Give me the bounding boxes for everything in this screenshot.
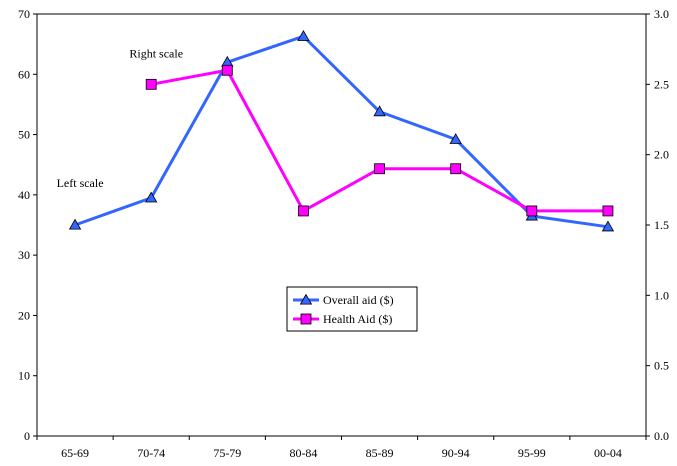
square-marker — [222, 65, 232, 75]
x-tick-label: 90-94 — [442, 446, 470, 460]
x-tick-label: 00-04 — [594, 446, 622, 460]
square-marker — [146, 79, 156, 89]
legend-label: Health Aid ($) — [323, 312, 392, 326]
left-tick-label: 60 — [18, 67, 30, 81]
series-layer — [70, 31, 614, 231]
square-marker — [375, 164, 385, 174]
series-line — [151, 70, 608, 211]
x-tick-label: 70-74 — [137, 446, 165, 460]
left-tick-label: 20 — [18, 308, 30, 322]
left-tick-label: 70 — [18, 7, 30, 21]
right-tick-label: 1.5 — [654, 218, 669, 232]
legend-entry: Health Aid ($) — [293, 312, 392, 326]
left-tick-label: 10 — [18, 369, 30, 383]
square-marker — [603, 206, 613, 216]
series-health-aid — [146, 65, 613, 216]
square-marker — [527, 206, 537, 216]
legend-label: Overall aid ($) — [323, 293, 394, 307]
square-marker — [451, 164, 461, 174]
triangle-marker — [298, 31, 309, 41]
right-tick-label: 0.5 — [654, 359, 669, 373]
x-tick-label: 95-99 — [518, 446, 546, 460]
right-tick-label: 2.0 — [654, 148, 669, 162]
x-tick-label: 65-69 — [61, 446, 89, 460]
square-marker — [301, 314, 311, 324]
right-tick-label: 1.0 — [654, 288, 669, 302]
annotation-left-scale: Left scale — [57, 176, 104, 190]
annotation-right-scale: Right scale — [129, 46, 183, 60]
right-tick-label: 0.0 — [654, 429, 669, 443]
square-marker — [298, 206, 308, 216]
legend: Overall aid ($) Health Aid ($) — [287, 287, 417, 331]
left-tick-label: 0 — [24, 429, 30, 443]
x-tick-label: 75-79 — [213, 446, 241, 460]
annotations: Right scale Left scale — [57, 46, 183, 189]
x-tick-label: 80-84 — [289, 446, 317, 460]
right-tick-label: 2.5 — [654, 77, 669, 91]
series-overall-aid — [70, 31, 614, 231]
left-tick-label: 40 — [18, 188, 30, 202]
right-tick-label: 3.0 — [654, 7, 669, 21]
left-tick-label: 30 — [18, 248, 30, 262]
left-tick-label: 50 — [18, 128, 30, 142]
x-tick-label: 85-89 — [366, 446, 394, 460]
